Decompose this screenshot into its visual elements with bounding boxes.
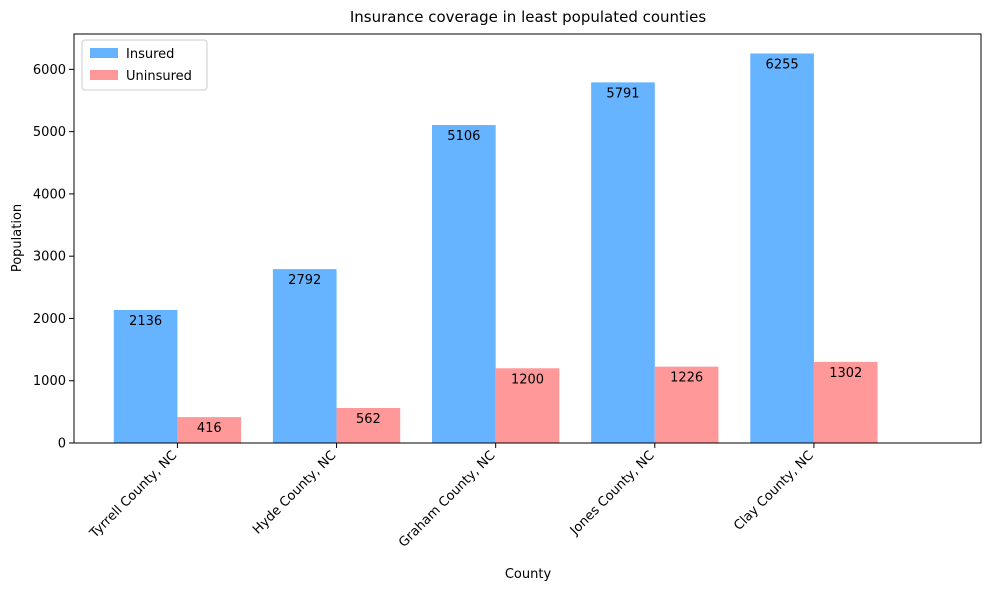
y-tick-label-1: 1000 [33,374,66,389]
x-tick-label-1: Hyde County, NC [250,448,339,537]
bar-value-label-uninsured-3: 1226 [670,371,703,386]
legend-label-uninsured: Uninsured [126,69,192,84]
y-tick-label-2: 2000 [33,312,66,327]
legend-label-insured: Insured [126,47,174,62]
y-tick-label-3: 3000 [33,250,66,265]
bar-value-label-uninsured-0: 416 [197,421,222,436]
bar-labels-group: 2136 416 2792 562 5106 1200 5791 1226 6255 1302 [129,57,862,436]
bar-value-label-uninsured-1: 562 [356,412,381,427]
bar-value-label-insured-4: 6255 [766,57,799,72]
bar-insured-1 [272,269,337,443]
legend-swatch-insured [90,48,118,58]
bar-insured-2 [432,125,496,444]
y-tick-label-6: 6000 [33,63,66,78]
bar-insured-0 [113,309,178,443]
x-tick-label-3: Jones County, NC [567,448,658,539]
bar-value-label-uninsured-4: 1302 [829,366,862,381]
x-axis-label: County [505,567,552,582]
bars-group [113,53,878,444]
bar-uninsured-2 [495,368,560,443]
bar-value-label-insured-0: 2136 [129,314,162,329]
y-tick-label-4: 4000 [33,187,66,202]
bar-value-label-insured-1: 2792 [288,273,321,288]
bar-insured-3 [591,82,655,443]
y-axis-ticks: 0 1000 2000 3000 4000 5000 6000 [33,63,74,452]
chart-title: Insurance coverage in least populated co… [350,8,706,26]
bar-uninsured-3 [654,366,719,443]
x-tick-label-0: Tyrrell County, NC [87,448,181,542]
bar-uninsured-1 [336,408,401,443]
x-tick-label-2: Graham County, NC [396,448,498,550]
bar-value-label-insured-3: 5791 [606,86,639,101]
y-tick-label-0: 0 [58,437,66,452]
legend-swatch-uninsured [90,70,118,80]
axes-frame [73,33,982,444]
x-axis-ticks: Tyrrell County, NC Hyde County, NC Graham … [87,443,817,551]
legend: Insured Uninsured [81,39,208,91]
y-tick-label-5: 5000 [33,125,66,140]
bar-uninsured-4 [813,361,878,443]
y-axis-label: Population [10,204,25,272]
bar-insured-4 [750,53,814,443]
bar-value-label-insured-2: 5106 [447,129,480,144]
bar-value-label-uninsured-2: 1200 [511,372,544,387]
bar-uninsured-0 [177,417,242,443]
x-tick-label-4: Clay County, NC [731,448,816,533]
